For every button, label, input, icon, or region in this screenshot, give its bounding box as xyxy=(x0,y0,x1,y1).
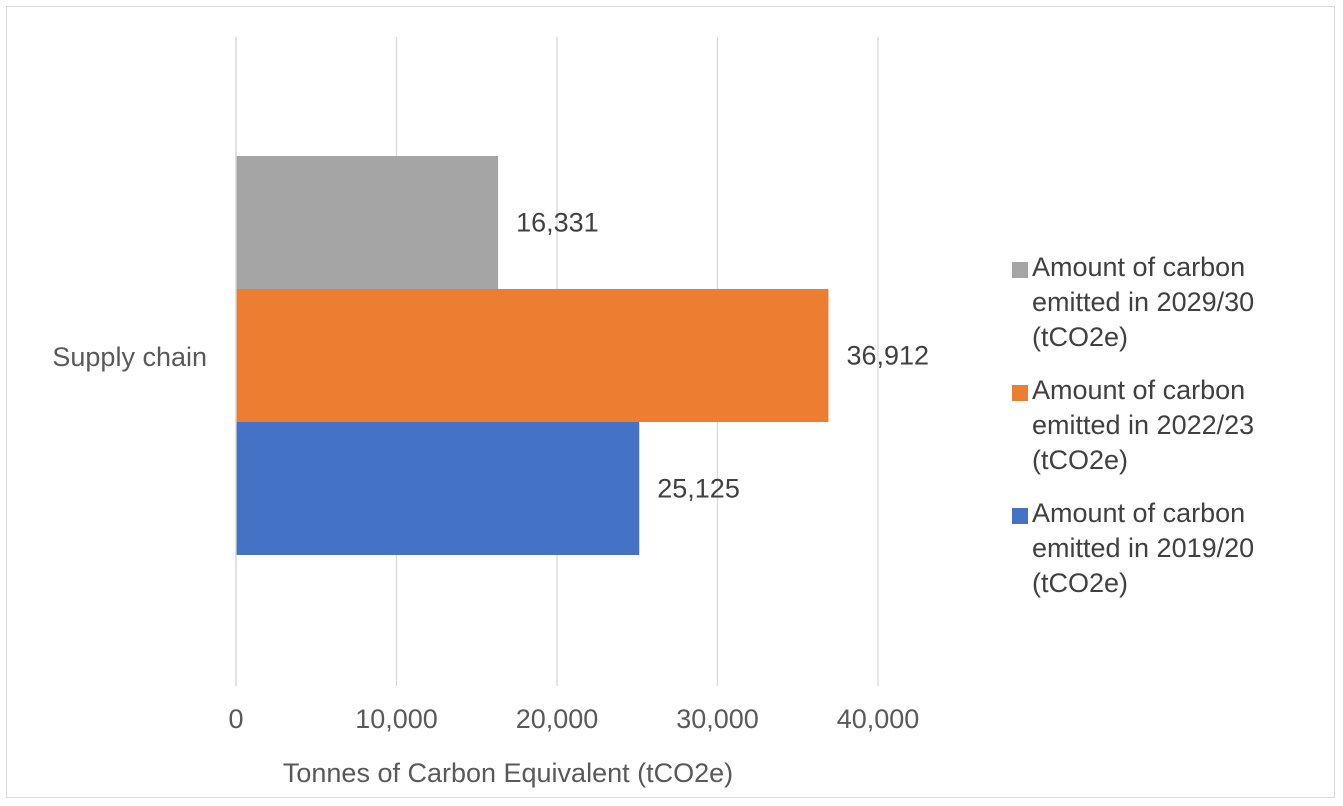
bar xyxy=(236,422,640,555)
x-tick-label: 40,000 xyxy=(837,704,920,734)
x-tick-label: 0 xyxy=(228,704,243,734)
legend-item: Amount of carbon emitted in 2029/30 (tCO… xyxy=(1012,250,1312,355)
x-axis-title: Tonnes of Carbon Equivalent (tCO2e) xyxy=(283,758,733,788)
bar xyxy=(236,289,829,422)
category-label: Supply chain xyxy=(52,342,207,372)
x-tick-label: 10,000 xyxy=(355,704,438,734)
chart-legend: Amount of carbon emitted in 2029/30 (tCO… xyxy=(1012,250,1312,619)
legend-item: Amount of carbon emitted in 2022/23 (tCO… xyxy=(1012,373,1312,478)
data-label: 36,912 xyxy=(846,341,929,371)
legend-label: Amount of carbon emitted in 2019/20 (tCO… xyxy=(1032,498,1255,598)
data-label: 16,331 xyxy=(516,208,599,238)
legend-label: Amount of carbon emitted in 2022/23 (tCO… xyxy=(1032,375,1255,475)
legend-label: Amount of carbon emitted in 2029/30 (tCO… xyxy=(1032,252,1255,352)
legend-item: Amount of carbon emitted in 2019/20 (tCO… xyxy=(1012,496,1312,601)
legend-swatch xyxy=(1012,262,1028,278)
legend-swatch xyxy=(1012,508,1028,524)
bar xyxy=(236,156,499,289)
legend-swatch xyxy=(1012,385,1028,401)
data-label: 25,125 xyxy=(657,474,740,504)
x-tick-label: 20,000 xyxy=(516,704,599,734)
x-tick-label: 30,000 xyxy=(676,704,759,734)
